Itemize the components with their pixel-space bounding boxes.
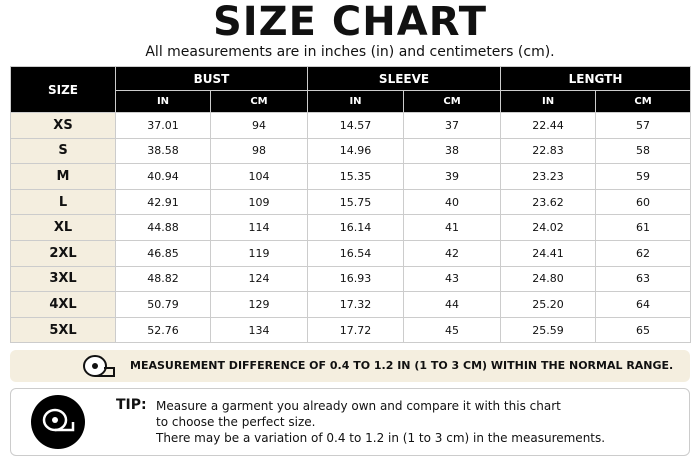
tip-line: Measure a garment you already own and co… (156, 399, 561, 413)
value-cell: 124 (210, 265, 308, 293)
value-cell: 14.96 (307, 137, 404, 165)
value-cell: 25.20 (500, 291, 597, 318)
size-cell: L (10, 188, 116, 216)
value-cell: 15.75 (307, 188, 404, 216)
subtitle: All measurements are in inches (in) and … (145, 44, 555, 60)
size-cell: 2XL (10, 239, 116, 267)
value-cell: 22.44 (500, 112, 597, 139)
value-cell: 15.35 (307, 163, 404, 190)
size-cell: 3XL (10, 265, 116, 293)
value-cell: 129 (210, 291, 308, 318)
value-cell: 48.82 (115, 265, 211, 293)
size-header: SIZE (10, 66, 116, 113)
value-cell: 44.88 (115, 214, 211, 241)
value-cell: 119 (210, 239, 308, 267)
unit-row: IN CM IN CM IN CM (11, 90, 692, 113)
value-cell: 42.91 (115, 188, 211, 216)
value-cell: 98 (210, 137, 308, 165)
unit-header: IN (115, 90, 211, 113)
tip-label: TIP: (116, 397, 147, 413)
value-cell: 16.93 (307, 265, 404, 293)
value-cell: 94 (210, 112, 308, 139)
group-header: LENGTH (500, 66, 692, 91)
value-cell: 104 (210, 163, 308, 190)
value-cell: 134 (210, 316, 308, 344)
unit-header: IN (500, 90, 597, 113)
value-cell: 41 (402, 214, 502, 241)
value-cell: 65 (595, 316, 692, 344)
unit-header: IN (307, 90, 404, 113)
note-bar: MEASUREMENT DIFFERENCE OF 0.4 TO 1.2 IN … (10, 350, 690, 382)
table-row: 5XL 52.76 134 17.72 45 25.59 65 (10, 316, 692, 344)
value-cell: 40.94 (115, 163, 211, 190)
unit-header: CM (402, 90, 502, 113)
value-cell: 52.76 (115, 316, 211, 344)
value-cell: 24.41 (500, 239, 597, 267)
size-cell: 4XL (10, 291, 116, 318)
value-cell: 16.14 (307, 214, 404, 241)
note-text: MEASUREMENT DIFFERENCE OF 0.4 TO 1.2 IN … (130, 359, 674, 372)
tip-line: to choose the perfect size. (156, 415, 316, 429)
table-row: L 42.91 109 15.75 40 23.62 60 (10, 188, 692, 216)
header-row: SIZE BUST SLEEVE LENGTH (10, 66, 692, 113)
value-cell: 62 (595, 239, 692, 267)
table-row: 3XL 48.82 124 16.93 43 24.80 63 (10, 265, 692, 293)
value-cell: 17.32 (307, 291, 404, 318)
value-cell: 37.01 (115, 112, 211, 139)
value-cell: 114 (210, 214, 308, 241)
value-cell: 22.83 (500, 137, 597, 165)
value-cell: 23.62 (500, 188, 597, 216)
value-cell: 60 (595, 188, 692, 216)
group-header: SLEEVE (306, 66, 502, 91)
table-row: 4XL 50.79 129 17.32 44 25.20 64 (10, 291, 692, 318)
tip-line: There may be a variation of 0.4 to 1.2 i… (156, 431, 606, 445)
value-cell: 39 (402, 163, 502, 190)
value-cell: 38 (402, 137, 502, 165)
value-cell: 61 (595, 214, 692, 241)
table-row: XL 44.88 114 16.14 41 24.02 61 (10, 214, 692, 241)
value-cell: 43 (402, 265, 502, 293)
value-cell: 24.02 (500, 214, 597, 241)
size-cell: S (10, 137, 116, 165)
tip-icon (31, 395, 85, 449)
value-cell: 37 (402, 112, 502, 139)
value-cell: 38.58 (115, 137, 211, 165)
value-cell: 50.79 (115, 291, 211, 318)
value-cell: 40 (402, 188, 502, 216)
value-cell: 42 (402, 239, 502, 267)
value-cell: 109 (210, 188, 308, 216)
title: SIZE CHART (212, 0, 488, 45)
value-cell: 58 (595, 137, 692, 165)
value-cell: 63 (595, 265, 692, 293)
unit-header: CM (595, 90, 692, 113)
value-cell: 17.72 (307, 316, 404, 344)
table-row: 2XL 46.85 119 16.54 42 24.41 62 (10, 239, 692, 267)
tape-icon (83, 355, 115, 377)
unit-header: CM (210, 90, 308, 113)
value-cell: 24.80 (500, 265, 597, 293)
size-table: SIZE BUST SLEEVE LENGTH IN CM IN CM IN CM XS 37.01 9… (10, 66, 692, 344)
value-cell: 59 (595, 163, 692, 190)
table-row: M 40.94 104 15.35 39 23.23 59 (10, 163, 692, 190)
value-cell: 45 (402, 316, 502, 344)
value-cell: 44 (402, 291, 502, 318)
value-cell: 57 (595, 112, 692, 139)
size-cell: 5XL (10, 316, 116, 344)
value-cell: 64 (595, 291, 692, 318)
value-cell: 25.59 (500, 316, 597, 344)
group-header: BUST (115, 66, 308, 91)
value-cell: 46.85 (115, 239, 211, 267)
size-cell: XS (10, 112, 116, 139)
size-cell: XL (10, 214, 116, 241)
tip-box: TIP: Measure a garment you already own a… (10, 388, 690, 456)
value-cell: 14.57 (307, 112, 404, 139)
size-cell: M (10, 163, 116, 190)
table-row: XS 37.01 94 14.57 37 22.44 57 (10, 112, 692, 139)
table-row: S 38.58 98 14.96 38 22.83 58 (10, 137, 692, 165)
value-cell: 23.23 (500, 163, 597, 190)
value-cell: 16.54 (307, 239, 404, 267)
